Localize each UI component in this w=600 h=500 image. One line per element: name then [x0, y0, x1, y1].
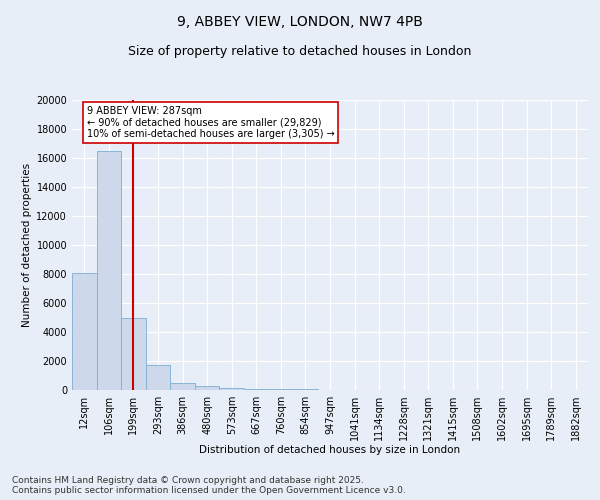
Bar — [195, 386, 220, 390]
Text: Contains HM Land Registry data © Crown copyright and database right 2025.
Contai: Contains HM Land Registry data © Crown c… — [12, 476, 406, 495]
Bar — [170, 384, 195, 390]
Bar — [244, 388, 269, 390]
Y-axis label: Number of detached properties: Number of detached properties — [22, 163, 32, 327]
X-axis label: Distribution of detached houses by size in London: Distribution of detached houses by size … — [199, 444, 461, 454]
Text: 9 ABBEY VIEW: 287sqm
← 90% of detached houses are smaller (29,829)
10% of semi-d: 9 ABBEY VIEW: 287sqm ← 90% of detached h… — [87, 106, 334, 139]
Bar — [121, 318, 146, 390]
Bar — [97, 151, 121, 390]
Bar — [269, 389, 293, 390]
Text: Size of property relative to detached houses in London: Size of property relative to detached ho… — [128, 45, 472, 58]
Bar — [146, 364, 170, 390]
Bar — [220, 388, 244, 390]
Text: 9, ABBEY VIEW, LONDON, NW7 4PB: 9, ABBEY VIEW, LONDON, NW7 4PB — [177, 15, 423, 29]
Bar — [72, 272, 97, 390]
